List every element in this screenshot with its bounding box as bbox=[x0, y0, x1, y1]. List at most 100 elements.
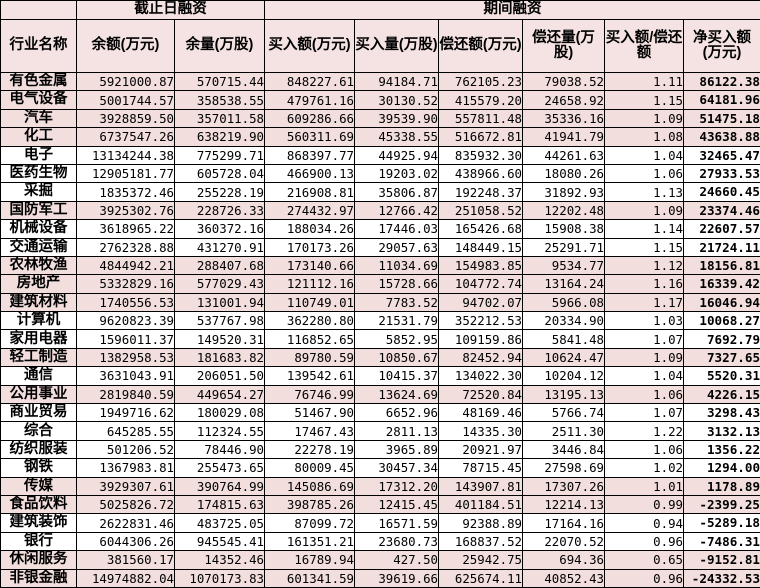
cell-buy-amount: 560311.69 bbox=[265, 128, 355, 146]
cell-buy-volume: 39619.66 bbox=[355, 569, 439, 587]
cell-industry-name: 有色金属 bbox=[1, 73, 77, 91]
cell-net-buy-amount: 5520.31 bbox=[684, 367, 760, 385]
column-header-buy-amount: 买入额(万元) bbox=[265, 20, 355, 73]
cell-industry-name: 电子 bbox=[1, 146, 77, 164]
cell-industry-name: 房地产 bbox=[1, 275, 77, 293]
cell-repay-volume: 17307.26 bbox=[523, 477, 605, 495]
cell-repay-volume: 25291.71 bbox=[523, 238, 605, 256]
cell-buy-repay-ratio: 1.01 bbox=[605, 477, 684, 495]
cell-buy-volume: 6652.96 bbox=[355, 404, 439, 422]
cell-balance-volume: 255473.65 bbox=[175, 459, 265, 477]
cell-buy-amount: 398785.26 bbox=[265, 495, 355, 513]
cell-industry-name: 建筑装饰 bbox=[1, 514, 77, 532]
group-header-period-financing: 期间融资 bbox=[265, 1, 760, 20]
cell-repay-amount: 154983.85 bbox=[439, 256, 523, 274]
cell-buy-amount: 145086.69 bbox=[265, 477, 355, 495]
cell-net-buy-amount: 16046.94 bbox=[684, 293, 760, 311]
column-header-balance-volume: 余量(万股) bbox=[175, 20, 265, 73]
column-header-repay-volume: 偿还量(万股) bbox=[523, 20, 605, 73]
cell-balance-amount: 1382958.53 bbox=[77, 348, 175, 366]
cell-buy-volume: 427.50 bbox=[355, 551, 439, 569]
cell-buy-amount: 139542.61 bbox=[265, 367, 355, 385]
cell-repay-volume: 40852.43 bbox=[523, 569, 605, 587]
cell-buy-repay-ratio: 0.96 bbox=[605, 569, 684, 587]
column-header-repay-amount: 偿还额(万元) bbox=[439, 20, 523, 73]
cell-industry-name: 通信 bbox=[1, 367, 77, 385]
cell-buy-volume: 12766.42 bbox=[355, 201, 439, 219]
cell-balance-amount: 3929307.61 bbox=[77, 477, 175, 495]
cell-net-buy-amount: 51475.18 bbox=[684, 109, 760, 127]
cell-repay-amount: 168837.52 bbox=[439, 532, 523, 550]
cell-net-buy-amount: 10068.27 bbox=[684, 312, 760, 330]
cell-repay-amount: 94702.07 bbox=[439, 293, 523, 311]
cell-balance-volume: 14352.46 bbox=[175, 551, 265, 569]
cell-repay-amount: 516672.81 bbox=[439, 128, 523, 146]
cell-industry-name: 休闲服务 bbox=[1, 551, 77, 569]
cell-buy-volume: 16571.59 bbox=[355, 514, 439, 532]
cell-repay-volume: 3446.84 bbox=[523, 440, 605, 458]
cell-buy-repay-ratio: 0.65 bbox=[605, 551, 684, 569]
cell-industry-name: 轻工制造 bbox=[1, 348, 77, 366]
cell-buy-repay-ratio: 1.06 bbox=[605, 164, 684, 182]
cell-balance-volume: 288407.68 bbox=[175, 256, 265, 274]
cell-buy-amount: 479761.16 bbox=[265, 91, 355, 109]
cell-repay-volume: 5766.74 bbox=[523, 404, 605, 422]
cell-balance-amount: 9620823.39 bbox=[77, 312, 175, 330]
cell-net-buy-amount: -9152.81 bbox=[684, 551, 760, 569]
cell-balance-amount: 14974882.04 bbox=[77, 569, 175, 587]
cell-industry-name: 计算机 bbox=[1, 312, 77, 330]
cell-net-buy-amount: 1356.22 bbox=[684, 440, 760, 458]
cell-repay-amount: 134022.30 bbox=[439, 367, 523, 385]
cell-buy-repay-ratio: 1.04 bbox=[605, 367, 684, 385]
cell-net-buy-amount: -5289.18 bbox=[684, 514, 760, 532]
cell-repay-volume: 18080.26 bbox=[523, 164, 605, 182]
cell-balance-volume: 112324.55 bbox=[175, 422, 265, 440]
cell-balance-volume: 390764.99 bbox=[175, 477, 265, 495]
cell-buy-amount: 188034.26 bbox=[265, 220, 355, 238]
column-header-buy-repay-ratio: 买入额/偿还额 bbox=[605, 20, 684, 73]
cell-buy-volume: 15728.66 bbox=[355, 275, 439, 293]
cell-balance-volume: 174815.63 bbox=[175, 495, 265, 513]
cell-buy-repay-ratio: 1.14 bbox=[605, 220, 684, 238]
cell-buy-amount: 116852.65 bbox=[265, 330, 355, 348]
cell-balance-volume: 131001.94 bbox=[175, 293, 265, 311]
cell-balance-amount: 645285.55 bbox=[77, 422, 175, 440]
cell-buy-volume: 12415.45 bbox=[355, 495, 439, 513]
cell-balance-volume: 577029.43 bbox=[175, 275, 265, 293]
cell-repay-volume: 694.36 bbox=[523, 551, 605, 569]
cell-buy-repay-ratio: 1.02 bbox=[605, 459, 684, 477]
cell-net-buy-amount: 22607.57 bbox=[684, 220, 760, 238]
cell-industry-name: 农林牧渔 bbox=[1, 256, 77, 274]
cell-buy-volume: 35806.87 bbox=[355, 183, 439, 201]
cell-net-buy-amount: 86122.38 bbox=[684, 73, 760, 91]
cell-buy-repay-ratio: 1.06 bbox=[605, 385, 684, 403]
cell-buy-repay-ratio: 1.22 bbox=[605, 422, 684, 440]
cell-buy-amount: 80009.45 bbox=[265, 459, 355, 477]
cell-balance-amount: 1949716.62 bbox=[77, 404, 175, 422]
cell-buy-volume: 30457.34 bbox=[355, 459, 439, 477]
cell-repay-amount: 625674.11 bbox=[439, 569, 523, 587]
cell-buy-amount: 51467.90 bbox=[265, 404, 355, 422]
cell-repay-volume: 12214.13 bbox=[523, 495, 605, 513]
cell-balance-volume: 149520.31 bbox=[175, 330, 265, 348]
cell-repay-volume: 9534.77 bbox=[523, 256, 605, 274]
cell-repay-volume: 5841.48 bbox=[523, 330, 605, 348]
cell-balance-amount: 6044306.26 bbox=[77, 532, 175, 550]
cell-balance-volume: 638219.90 bbox=[175, 128, 265, 146]
cell-buy-volume: 45338.55 bbox=[355, 128, 439, 146]
cell-buy-amount: 609286.66 bbox=[265, 109, 355, 127]
cell-net-buy-amount: 64181.96 bbox=[684, 91, 760, 109]
cell-repay-amount: 165426.68 bbox=[439, 220, 523, 238]
table-header: 截止日融资 期间融资 行业名称 余额(万元) 余量(万股) 买入额(万元) 买入… bbox=[1, 1, 760, 73]
